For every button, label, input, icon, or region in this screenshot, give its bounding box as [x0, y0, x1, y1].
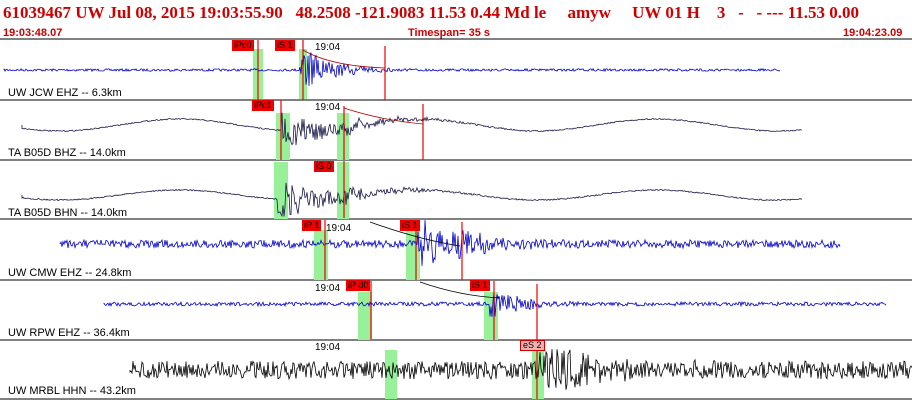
- pick-window: [358, 292, 372, 340]
- time-label: 19:04: [315, 283, 341, 294]
- pick-window: [314, 230, 328, 280]
- pick-label[interactable]: iS 1: [275, 40, 295, 51]
- time-label: 19:04: [315, 42, 341, 53]
- pick-label[interactable]: iPc1: [252, 100, 274, 111]
- trace-label-b05d-bhn: TA B05D BHN -- 14.0km: [8, 207, 127, 219]
- time-label: 19:04: [315, 102, 341, 113]
- pick-label[interactable]: iP d0: [346, 280, 371, 291]
- pick-window: [385, 350, 397, 399]
- event-header: 61039467 UW Jul 08, 2015 19:03:55.90 48.…: [0, 0, 912, 39]
- end-time: 19:04:23.09: [843, 27, 903, 39]
- pick-window: [337, 113, 349, 160]
- coda-curve: [369, 221, 461, 247]
- pick-windows: [253, 49, 544, 399]
- pick-label[interactable]: iP 1: [302, 220, 322, 231]
- pick-label[interactable]: iPc0: [232, 40, 254, 51]
- time-label: 19:04: [326, 223, 352, 234]
- waveform-trace: [3, 52, 781, 86]
- trace-label-cmw: UW CMW EHZ -- 24.8km: [8, 267, 132, 279]
- event-title: 61039467 UW Jul 08, 2015 19:03:55.90 48.…: [3, 3, 859, 22]
- coda-curve: [419, 281, 501, 299]
- trace-label-mrbl: UW MRBL HHN -- 43.2km: [8, 385, 136, 397]
- waveform-trace: [21, 182, 803, 218]
- pick-label[interactable]: iS 0: [314, 161, 334, 172]
- waveform-trace: [21, 112, 803, 146]
- pick-label[interactable]: iS 1: [470, 280, 490, 291]
- pick-marks: [257, 40, 538, 399]
- trace-label-jcw: UW JCW EHZ -- 6.3km: [8, 87, 122, 99]
- pick-window: [484, 292, 498, 340]
- coda-curve: [302, 49, 386, 69]
- timespan: Timespan= 35 s: [408, 27, 491, 39]
- trace-label-rpw: UW RPW EHZ -- 36.4km: [8, 327, 130, 339]
- start-time: 19:03:48.07: [3, 27, 63, 39]
- pick-label[interactable]: iS 1: [400, 220, 420, 231]
- coda-curve: [343, 107, 424, 125]
- pick-window: [337, 162, 349, 219]
- pick-label[interactable]: eS 2: [520, 340, 545, 351]
- waveform-trace: [59, 220, 841, 266]
- trace-label-b05d-bhz: TA B05D BHZ -- 14.0km: [8, 147, 126, 159]
- waveforms: [3, 52, 912, 390]
- time-label: 19:04: [315, 342, 341, 353]
- waveform-trace: [129, 349, 912, 390]
